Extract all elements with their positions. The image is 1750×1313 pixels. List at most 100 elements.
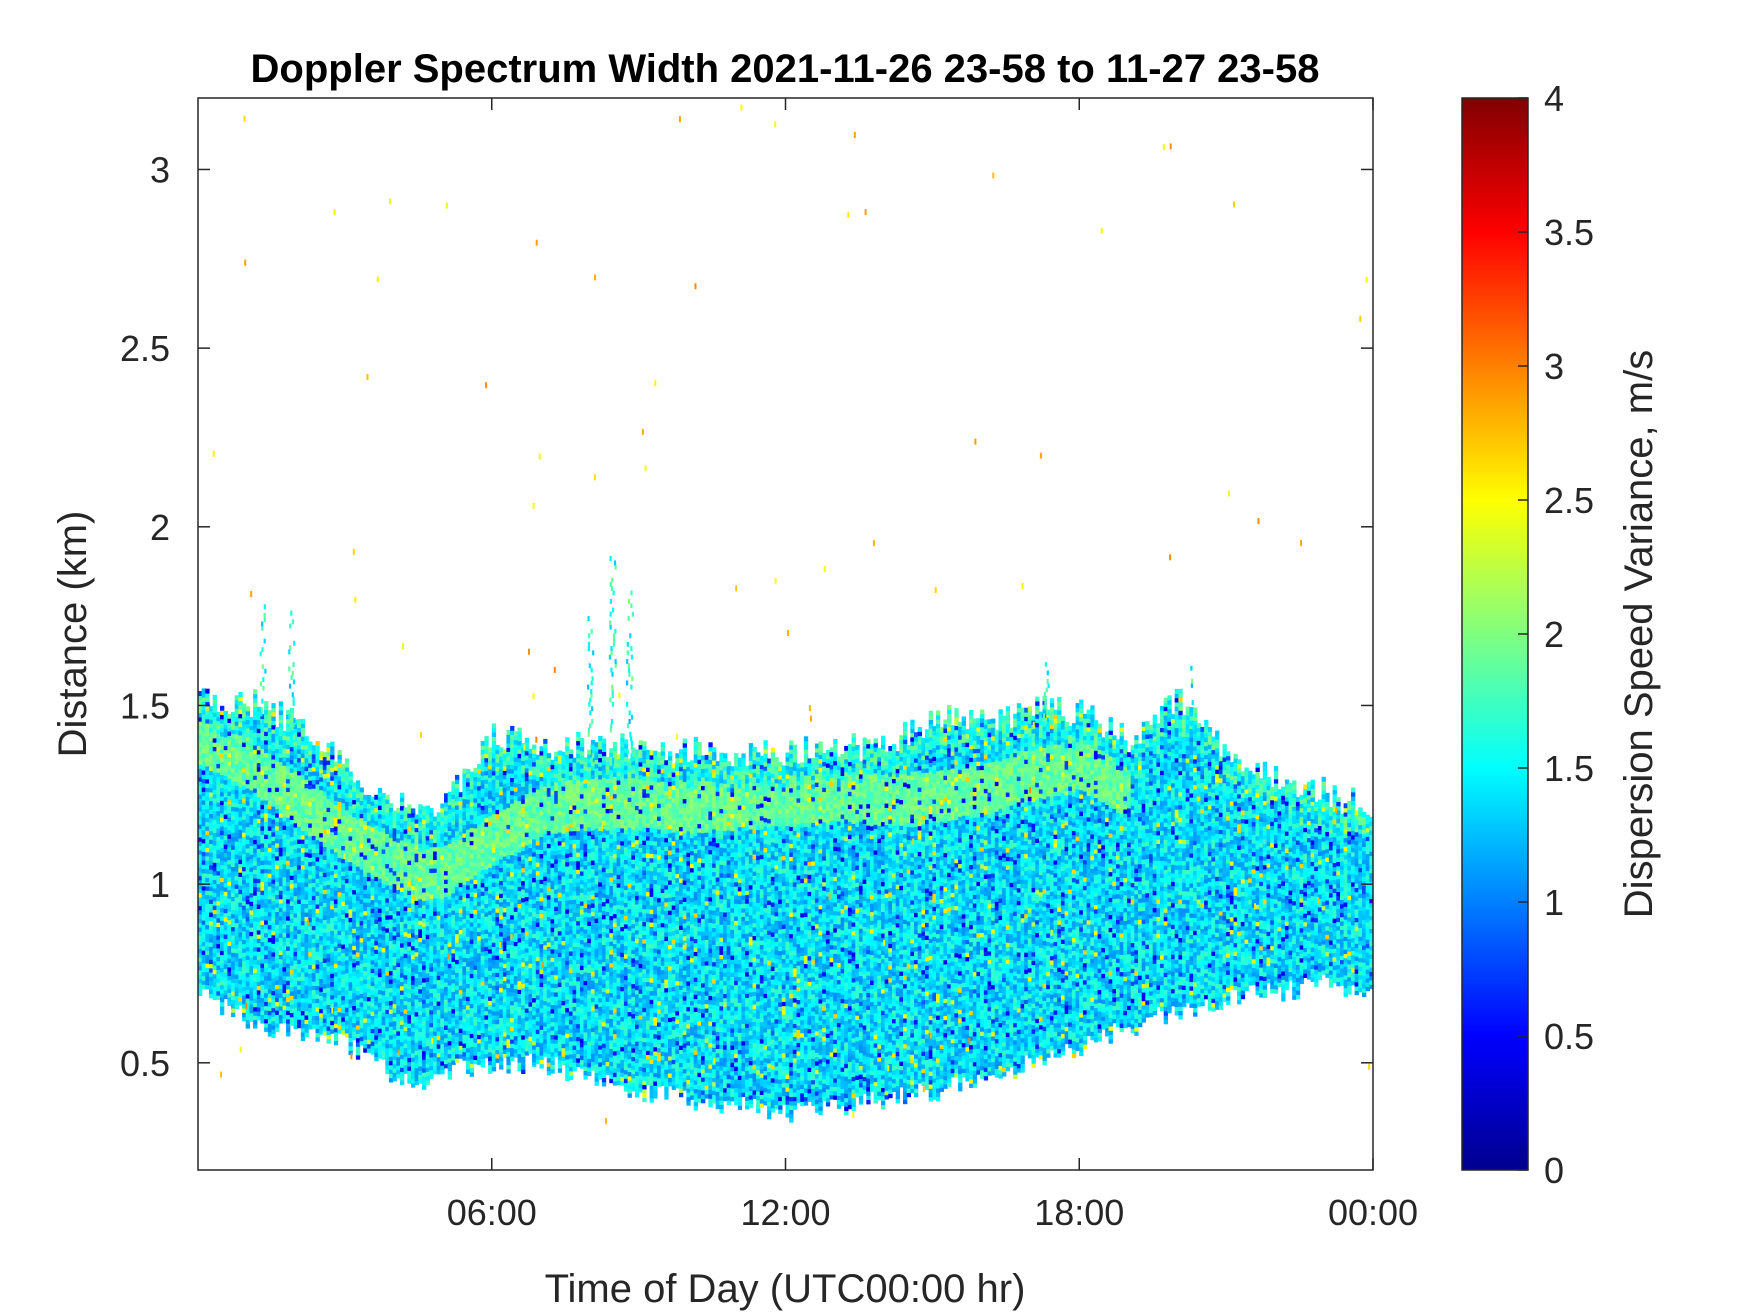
heatmap-cell	[198, 832, 203, 838]
heatmap-cell	[315, 796, 320, 802]
heatmap-cell	[293, 1002, 298, 1008]
heatmap-cell	[396, 910, 401, 916]
heatmap-cell	[381, 891, 386, 897]
heatmap-cell	[366, 872, 372, 877]
heatmap-cell	[315, 753, 320, 759]
heatmap-cell	[341, 948, 346, 954]
heatmap-cell	[264, 799, 269, 805]
heatmap-cell	[363, 1013, 368, 1019]
heatmap-column	[220, 705, 225, 1016]
heatmap-cell	[227, 726, 232, 732]
heatmap-cell	[429, 1022, 434, 1028]
heatmap-cell	[286, 774, 291, 780]
heatmap-cell	[245, 749, 250, 755]
heatmap-cell	[381, 874, 386, 880]
heatmap-cell	[363, 880, 368, 886]
heatmap-cell	[253, 938, 258, 943]
heatmap-cell	[231, 866, 236, 872]
heatmap-cell	[278, 950, 284, 955]
heatmap-cell	[300, 993, 306, 999]
heatmap-cell	[377, 1019, 383, 1025]
heatmap-cell	[209, 933, 214, 939]
heatmap-cell	[348, 1020, 353, 1026]
heatmap-cell	[344, 775, 350, 781]
heatmap-cell	[352, 816, 357, 822]
heatmap-cell	[238, 846, 243, 852]
heatmap-cell	[220, 778, 225, 784]
heatmap-cell	[407, 915, 412, 921]
heatmap-cell	[440, 919, 445, 925]
heatmap-cell	[216, 870, 221, 876]
heatmap-cell	[231, 720, 236, 726]
heatmap-cell	[271, 780, 276, 786]
heatmap-cell	[355, 1007, 361, 1013]
heatmap-cell	[388, 970, 394, 976]
heatmap-cell	[275, 778, 280, 784]
heatmap-cell	[363, 1022, 368, 1027]
heatmap-cell	[267, 860, 273, 866]
heatmap-cell	[429, 1009, 434, 1015]
heatmap-cell	[201, 932, 206, 938]
heatmap-cell	[392, 1050, 397, 1056]
heatmap-cell	[271, 763, 276, 769]
heatmap-cell	[396, 902, 401, 907]
heatmap-cell	[260, 975, 265, 981]
heatmap-cell	[205, 873, 210, 878]
heatmap-cell	[300, 839, 306, 844]
heatmap-cell	[462, 828, 467, 834]
heatmap-cell	[458, 980, 463, 986]
heatmap-cell	[253, 719, 258, 725]
heatmap-cell	[440, 1026, 445, 1032]
heatmap-cell	[216, 823, 221, 829]
heatmap-cell	[227, 872, 232, 878]
heatmap-cell	[447, 796, 452, 801]
heatmap-cell	[242, 935, 247, 940]
heatmap-cell	[253, 702, 258, 707]
heatmap-cell	[403, 953, 408, 959]
heatmap-cell	[289, 926, 295, 932]
heatmap-cell	[352, 1035, 357, 1041]
heatmap-cell	[400, 1062, 405, 1068]
heatmap-cell	[300, 1027, 306, 1033]
heatmap-cell	[436, 1035, 441, 1041]
heatmap-cell	[411, 859, 416, 865]
heatmap-cell	[319, 965, 324, 971]
heatmap-cell	[326, 935, 331, 941]
heatmap-cell	[260, 761, 265, 767]
heatmap-cell	[256, 741, 262, 746]
heatmap-cell	[264, 855, 269, 861]
heatmap-cell	[286, 894, 291, 900]
heatmap-cell	[414, 861, 419, 867]
heatmap-cell	[455, 972, 460, 978]
heatmap-cell	[422, 1072, 427, 1077]
heatmap-cell	[418, 1031, 423, 1037]
heatmap-cell	[458, 800, 463, 806]
heatmap-cell	[414, 951, 419, 957]
heatmap-cell	[458, 933, 463, 939]
heatmap-cell	[249, 871, 254, 877]
heatmap-cell	[377, 1023, 383, 1029]
heatmap-cell	[355, 930, 361, 936]
heatmap-cell	[322, 782, 328, 788]
heatmap-cell	[264, 778, 269, 784]
heatmap-cell	[227, 911, 232, 916]
heatmap-cell	[451, 1060, 456, 1065]
heatmap-cell	[348, 831, 353, 837]
heatmap-cell	[216, 729, 221, 734]
heatmap-cell	[462, 897, 467, 903]
heatmap-cell	[322, 889, 328, 895]
heatmap-cell	[308, 775, 313, 781]
heatmap-cell	[385, 872, 390, 877]
heatmap-cell	[212, 836, 217, 842]
heatmap-cell	[278, 774, 284, 780]
heatmap-cell	[198, 879, 203, 885]
heatmap-cell	[359, 894, 364, 900]
heatmap-cell	[385, 983, 390, 989]
heatmap-cell	[253, 736, 258, 742]
heatmap-cell	[455, 779, 460, 785]
heatmap-cell	[352, 962, 357, 968]
heatmap-cell	[366, 1043, 372, 1049]
heatmap-cell	[227, 855, 232, 861]
heatmap-cell	[223, 749, 228, 755]
heatmap-cell	[451, 905, 456, 911]
